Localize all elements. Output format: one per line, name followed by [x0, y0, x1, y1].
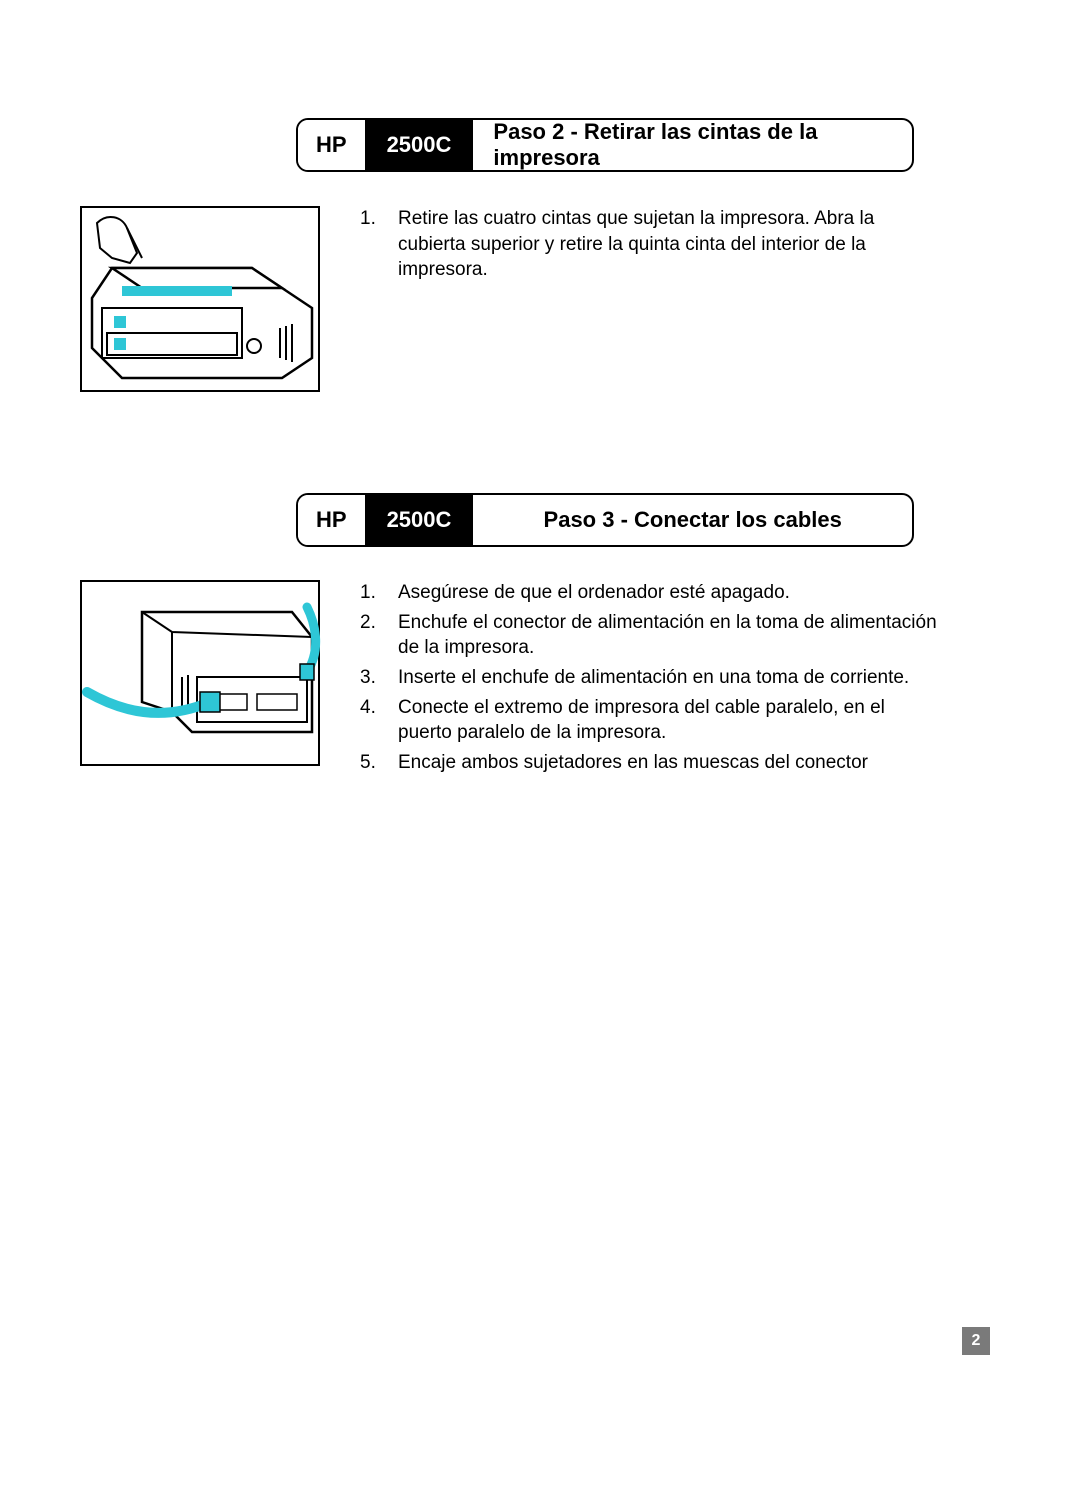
list-number: 5.: [360, 750, 398, 776]
page: HP 2500C Paso 2 - Retirar las cintas de …: [0, 0, 1080, 1495]
list-number: 1.: [360, 580, 398, 606]
list-number: 1.: [360, 206, 398, 283]
step3-model-label: 2500C: [365, 495, 474, 545]
step3-header: HP 2500C Paso 3 - Conectar los cables: [296, 493, 914, 547]
step2-header: HP 2500C Paso 2 - Retirar las cintas de …: [296, 118, 914, 172]
printer-cable-connect-icon: [82, 582, 322, 768]
printer-tape-removal-icon: [82, 208, 322, 394]
step3-item: 3. Inserte el enchufe de alimentación en…: [360, 665, 940, 691]
step3-hp-label: HP: [298, 495, 365, 545]
step3-figure: [80, 580, 320, 766]
step3-item: 4. Conecte el extremo de impresora del c…: [360, 695, 940, 746]
step2-hp-label: HP: [298, 120, 365, 170]
list-number: 4.: [360, 695, 398, 746]
list-text: Enchufe el conector de alimentación en l…: [398, 610, 940, 661]
step3-item: 1. Asegúrese de que el ordenador esté ap…: [360, 580, 940, 606]
step2-item: 1. Retire las cuatro cintas que sujetan …: [360, 206, 940, 283]
list-text: Retire las cuatro cintas que sujetan la …: [398, 206, 940, 283]
step2-figure: [80, 206, 320, 392]
step3-item: 2. Enchufe el conector de alimentación e…: [360, 610, 940, 661]
step3-title: Paso 3 - Conectar los cables: [473, 495, 912, 545]
step2-model-label: 2500C: [365, 120, 474, 170]
step2-title: Paso 2 - Retirar las cintas de la impres…: [473, 120, 912, 170]
list-text: Asegúrese de que el ordenador esté apaga…: [398, 580, 940, 606]
list-text: Conecte el extremo de impresora del cabl…: [398, 695, 940, 746]
list-text: Inserte el enchufe de alimentación en un…: [398, 665, 940, 691]
page-number: 2: [962, 1327, 990, 1355]
step3-item: 5. Encaje ambos sujetadores en las muesc…: [360, 750, 940, 776]
list-number: 2.: [360, 610, 398, 661]
step3-instructions: 1. Asegúrese de que el ordenador esté ap…: [360, 580, 940, 779]
step2-instructions: 1. Retire las cuatro cintas que sujetan …: [360, 206, 940, 287]
list-number: 3.: [360, 665, 398, 691]
list-text: Encaje ambos sujetadores en las muescas …: [398, 750, 940, 776]
